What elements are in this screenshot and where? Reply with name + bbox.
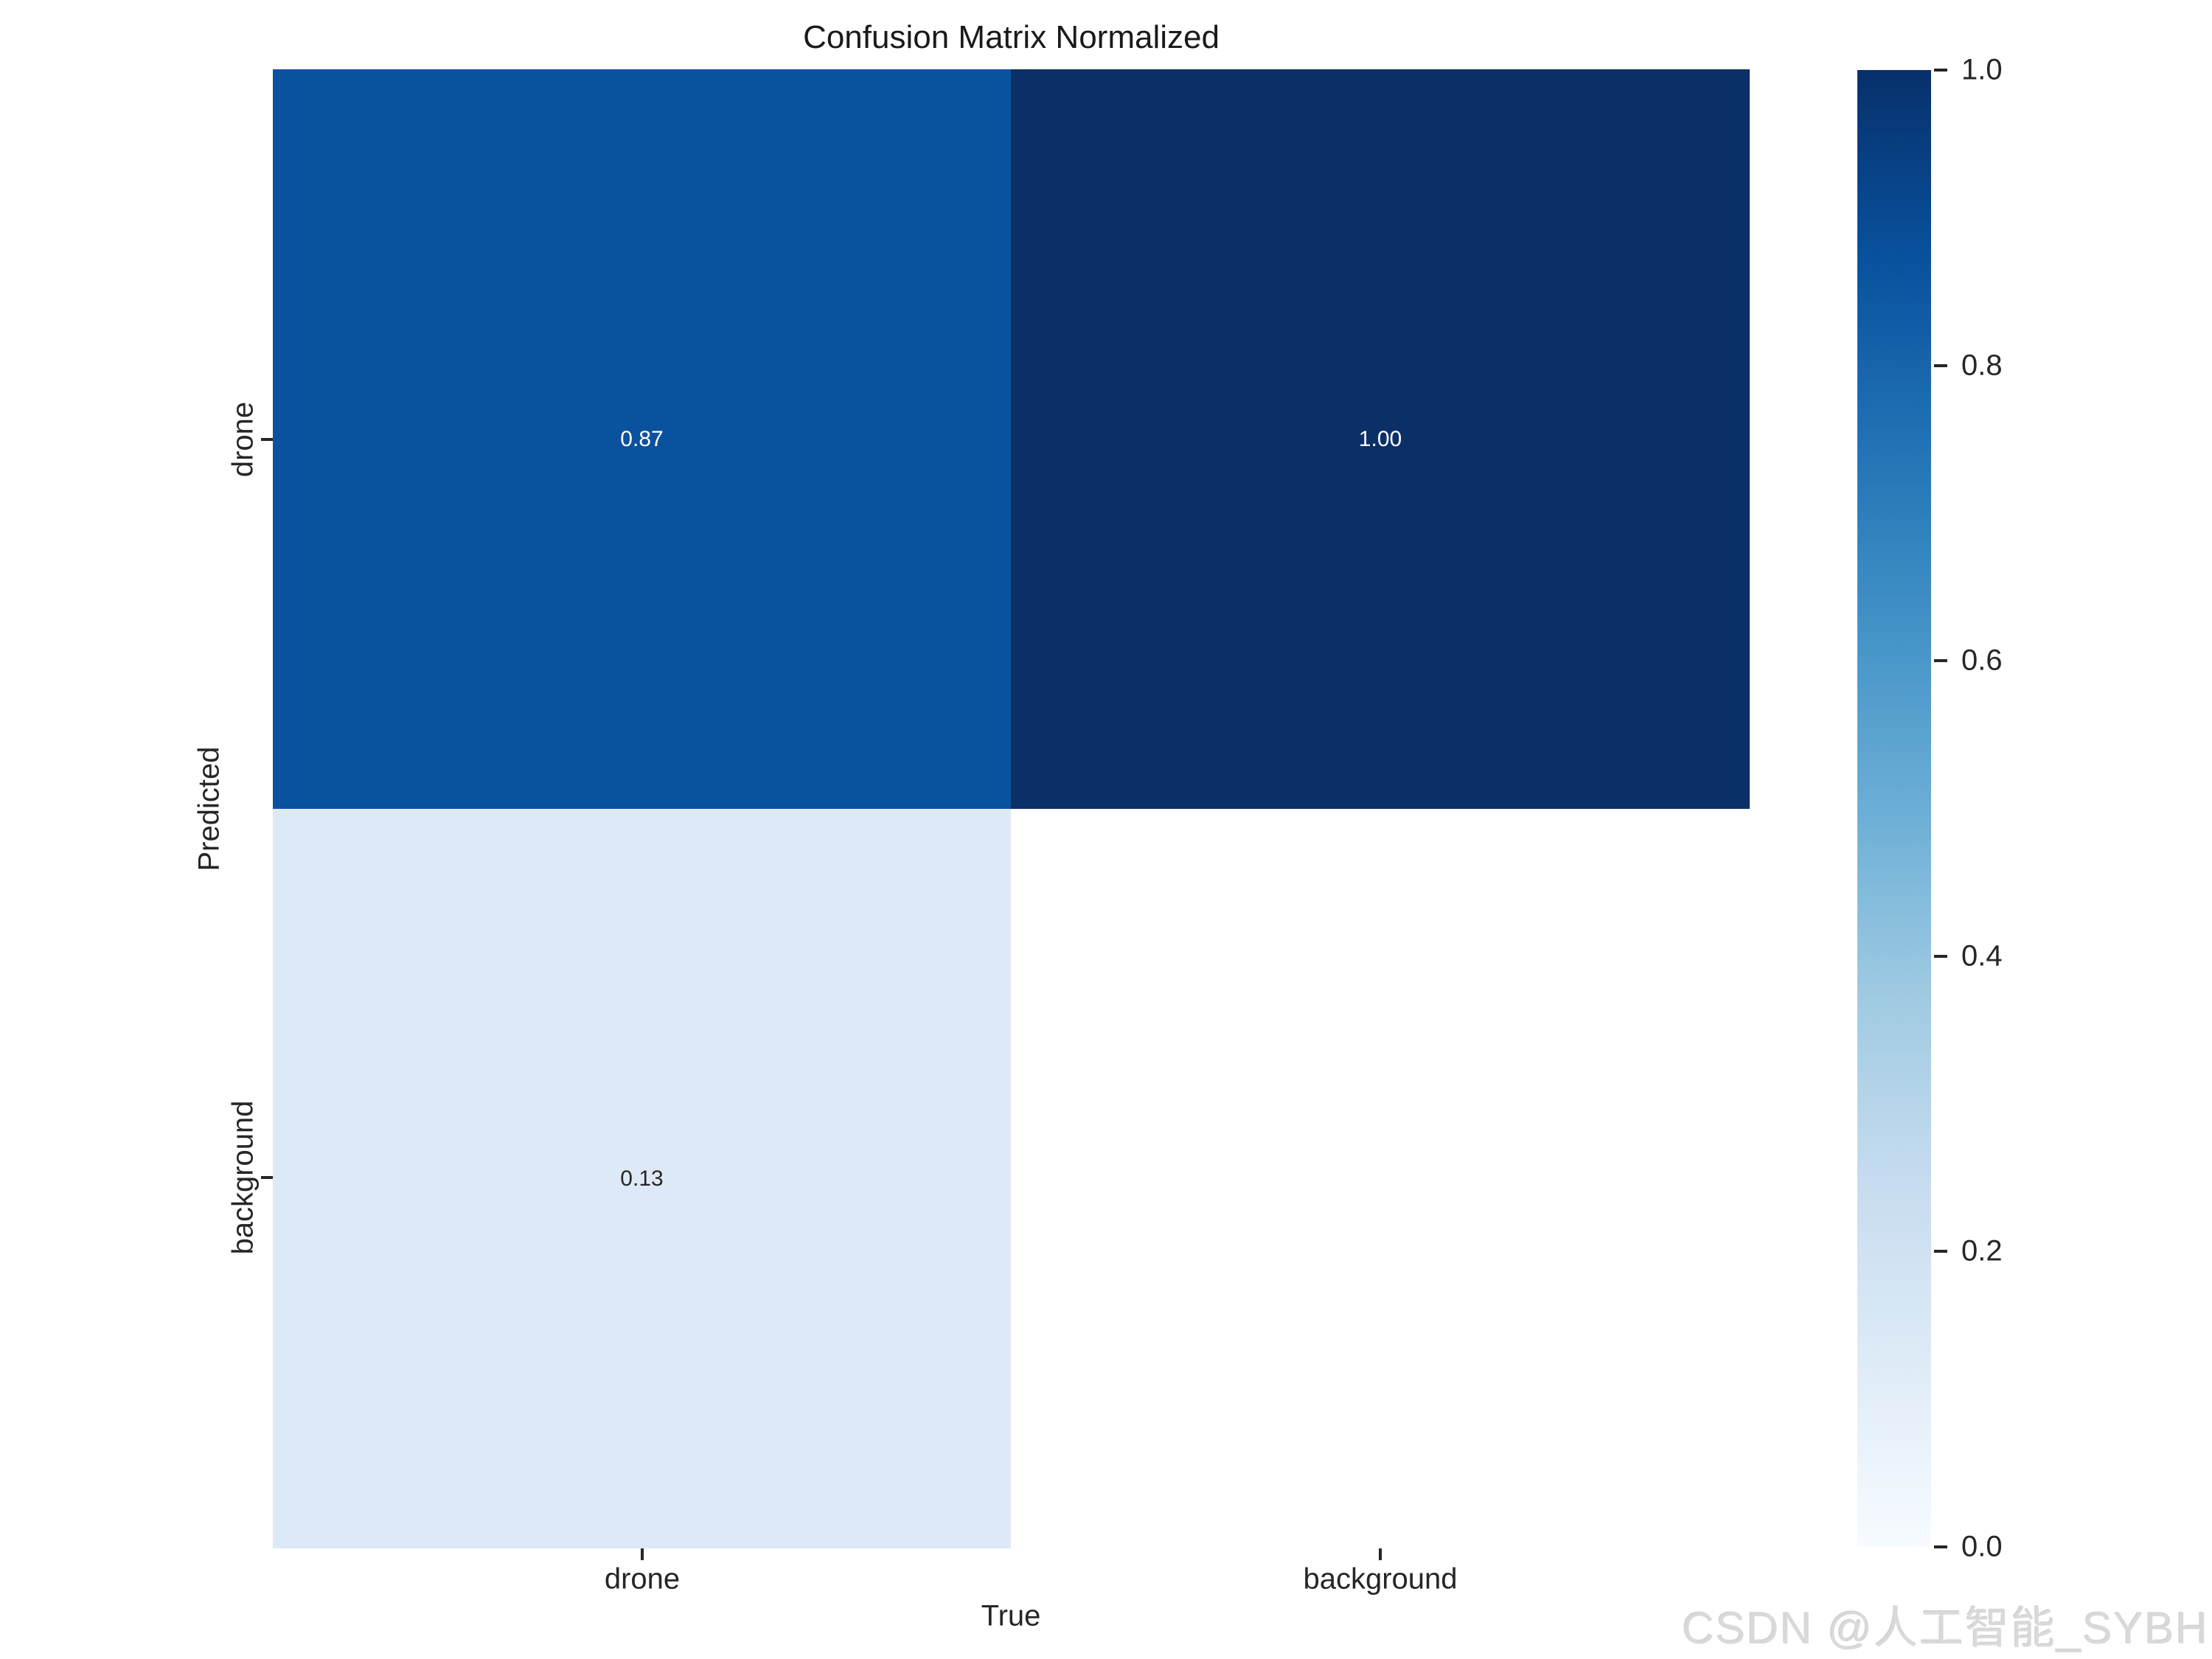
colorbar-tick-mark — [1934, 955, 1947, 958]
x-tick-label-background: background — [1303, 1562, 1458, 1596]
heatmap-cell-pred-background-true-drone: 0.13 — [273, 809, 1011, 1548]
colorbar-tick-label: 0.4 — [1961, 939, 2003, 973]
y-axis-label: Predicted — [192, 746, 226, 872]
y-tick-label-background: background — [226, 1100, 260, 1255]
colorbar-tick-label: 0.8 — [1961, 349, 2003, 382]
cell-value: 1.00 — [1358, 426, 1402, 451]
colorbar-tick-label: 1.0 — [1961, 53, 2003, 86]
colorbar-tick-mark — [1934, 364, 1947, 367]
heatmap-cell-pred-drone-true-background: 1.00 — [1011, 69, 1750, 809]
colorbar-tick-mark — [1934, 659, 1947, 662]
colorbar-tick-label: 0.6 — [1961, 644, 2003, 677]
csdn-watermark: CSDN @人工智能_SYBH — [1682, 1604, 2209, 1653]
y-tick-label-drone: drone — [226, 401, 260, 478]
colorbar-tick-mark — [1934, 69, 1947, 72]
cell-value: 0.87 — [620, 426, 664, 451]
colorbar-tick-label: 0.0 — [1961, 1530, 2003, 1563]
colorbar-tick-mark — [1934, 1250, 1947, 1253]
chart-title: Confusion Matrix Normalized — [803, 19, 1220, 55]
x-axis-label: True — [981, 1599, 1041, 1632]
cell-value: 0.13 — [620, 1166, 664, 1191]
heatmap-cell-pred-drone-true-drone: 0.87 — [273, 69, 1011, 809]
heatmap-cell-pred-background-true-background — [1011, 809, 1750, 1548]
y-tick-mark-background — [261, 1176, 273, 1179]
y-tick-mark-drone — [261, 438, 273, 441]
colorbar-tick-label: 0.2 — [1961, 1234, 2003, 1267]
colorbar-tick-mark — [1934, 1545, 1947, 1548]
colorbar-gradient — [1857, 70, 1931, 1547]
x-tick-mark-drone — [641, 1548, 644, 1560]
x-tick-mark-background — [1379, 1548, 1382, 1560]
x-tick-label-drone: drone — [604, 1562, 681, 1596]
